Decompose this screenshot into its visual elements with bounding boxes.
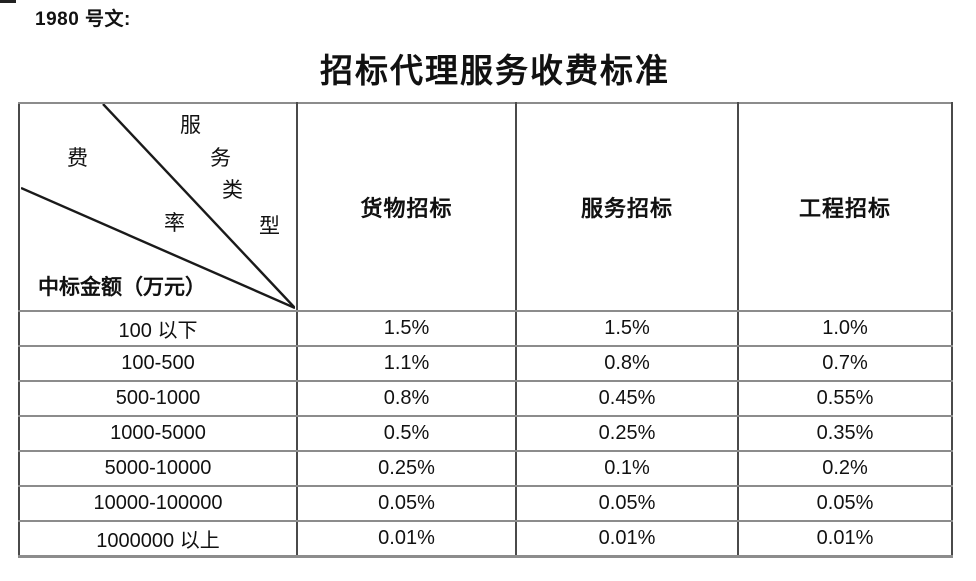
corner-label-rate-char-2: 率 [164,211,185,235]
amount-range-cell: 500-1000 [18,380,298,417]
corner-label-service-char-3: 类 [222,178,243,202]
table-row: 10000-100000 0.05% 0.05% 0.05% [18,485,953,522]
rate-cell: 0.05% [515,485,739,522]
amount-range-cell: 100-500 [18,345,298,382]
corner-label-rate-char-1: 费 [67,146,88,170]
rate-cell: 0.2% [737,450,953,487]
page-title: 招标代理服务收费标准 [320,54,670,90]
corner-label-service-char-2: 务 [210,146,231,170]
rate-cell: 1.5% [296,310,517,347]
rate-cell: 0.7% [737,345,953,382]
rate-cell: 0.8% [515,345,739,382]
table-row: 1000000 以上 0.01% 0.01% 0.01% [18,520,953,558]
rate-cell: 1.5% [515,310,739,347]
table-row: 500-1000 0.8% 0.45% 0.55% [18,380,953,417]
diagonal-lines [21,104,295,310]
rate-cell: 1.0% [737,310,953,347]
table-row: 100 以下 1.5% 1.5% 1.0% [18,310,953,347]
fee-standard-table: 服 务 类 型 费 率 中标金额（万元） 货物招标 服务招标 工程招标 100 … [18,102,953,558]
rate-cell: 0.01% [296,520,517,558]
amount-range-cell: 5000-10000 [18,450,298,487]
rate-cell: 0.01% [737,520,953,558]
amount-range-cell: 10000-100000 [18,485,298,522]
rate-cell: 0.05% [296,485,517,522]
column-header-services: 服务招标 [515,102,739,312]
corner-label-amount: 中标金额（万元） [38,275,206,299]
table-row: 5000-10000 0.25% 0.1% 0.2% [18,450,953,487]
table-row: 1000-5000 0.5% 0.25% 0.35% [18,415,953,452]
rate-cell: 0.01% [515,520,739,558]
rate-cell: 0.45% [515,380,739,417]
diagonal-header-cell: 服 务 类 型 费 率 中标金额（万元） [18,102,298,312]
rate-cell: 1.1% [296,345,517,382]
table-row: 100-500 1.1% 0.8% 0.7% [18,345,953,382]
rate-cell: 0.35% [737,415,953,452]
amount-range-cell: 1000-5000 [18,415,298,452]
column-header-goods: 货物招标 [296,102,517,312]
rate-cell: 0.25% [296,450,517,487]
rate-cell: 0.05% [737,485,953,522]
rate-cell: 0.5% [296,415,517,452]
rate-cell: 0.8% [296,380,517,417]
rate-cell: 0.55% [737,380,953,417]
column-header-engineering: 工程招标 [737,102,953,312]
rate-cell: 0.1% [515,450,739,487]
amount-range-cell: 1000000 以上 [18,520,298,558]
table-header-row: 服 务 类 型 费 率 中标金额（万元） 货物招标 服务招标 工程招标 [18,102,953,312]
rate-cell: 0.25% [515,415,739,452]
corner-label-service-char-4: 型 [259,214,280,238]
corner-label-service-char-1: 服 [180,113,201,137]
document-number-label: 1980 号文: [35,9,131,30]
amount-range-cell: 100 以下 [18,310,298,347]
page-corner-mark [0,0,16,3]
